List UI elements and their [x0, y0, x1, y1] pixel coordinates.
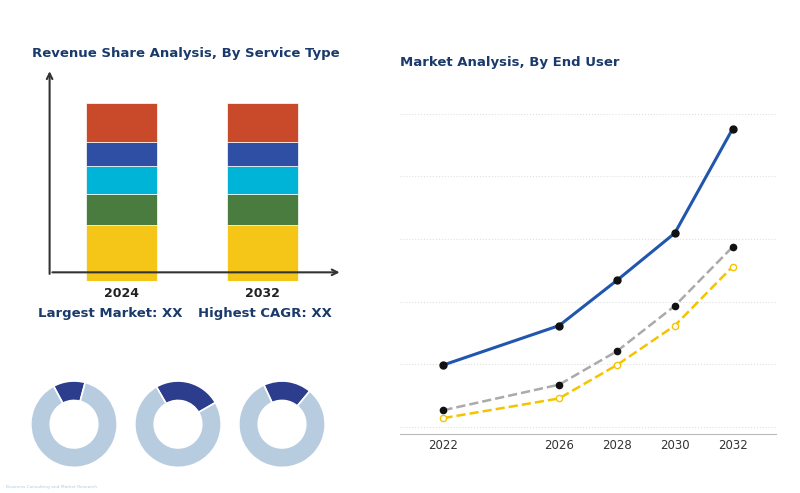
Text: Business Consulting and Market Research: Business Consulting and Market Research — [6, 485, 98, 489]
Bar — [86, 194, 157, 225]
Bar — [227, 194, 298, 225]
Bar — [227, 142, 298, 166]
Bar — [86, 103, 157, 142]
Text: Largest Market: XX: Largest Market: XX — [38, 307, 183, 319]
Wedge shape — [157, 381, 215, 412]
Text: Reports and Insights: Reports and Insights — [15, 474, 89, 479]
Wedge shape — [54, 381, 85, 403]
Wedge shape — [239, 385, 325, 467]
Wedge shape — [30, 383, 117, 467]
Bar — [227, 166, 298, 194]
Bar — [86, 166, 157, 194]
Text: Market Analysis, By End User: Market Analysis, By End User — [400, 56, 619, 69]
Wedge shape — [264, 381, 310, 406]
Text: SAUDI ARABIA ENERGY AS A SERVICE MARKET ANALYSIS SEGMENT ANALYSIS: SAUDI ARABIA ENERGY AS A SERVICE MARKET … — [12, 21, 646, 36]
Bar — [86, 225, 157, 281]
Text: Revenue Share Analysis, By Service Type: Revenue Share Analysis, By Service Type — [32, 47, 340, 60]
Bar — [227, 103, 298, 142]
Text: Highest CAGR: XX: Highest CAGR: XX — [198, 307, 332, 319]
Bar — [227, 225, 298, 281]
Wedge shape — [135, 387, 221, 467]
Bar — [86, 142, 157, 166]
